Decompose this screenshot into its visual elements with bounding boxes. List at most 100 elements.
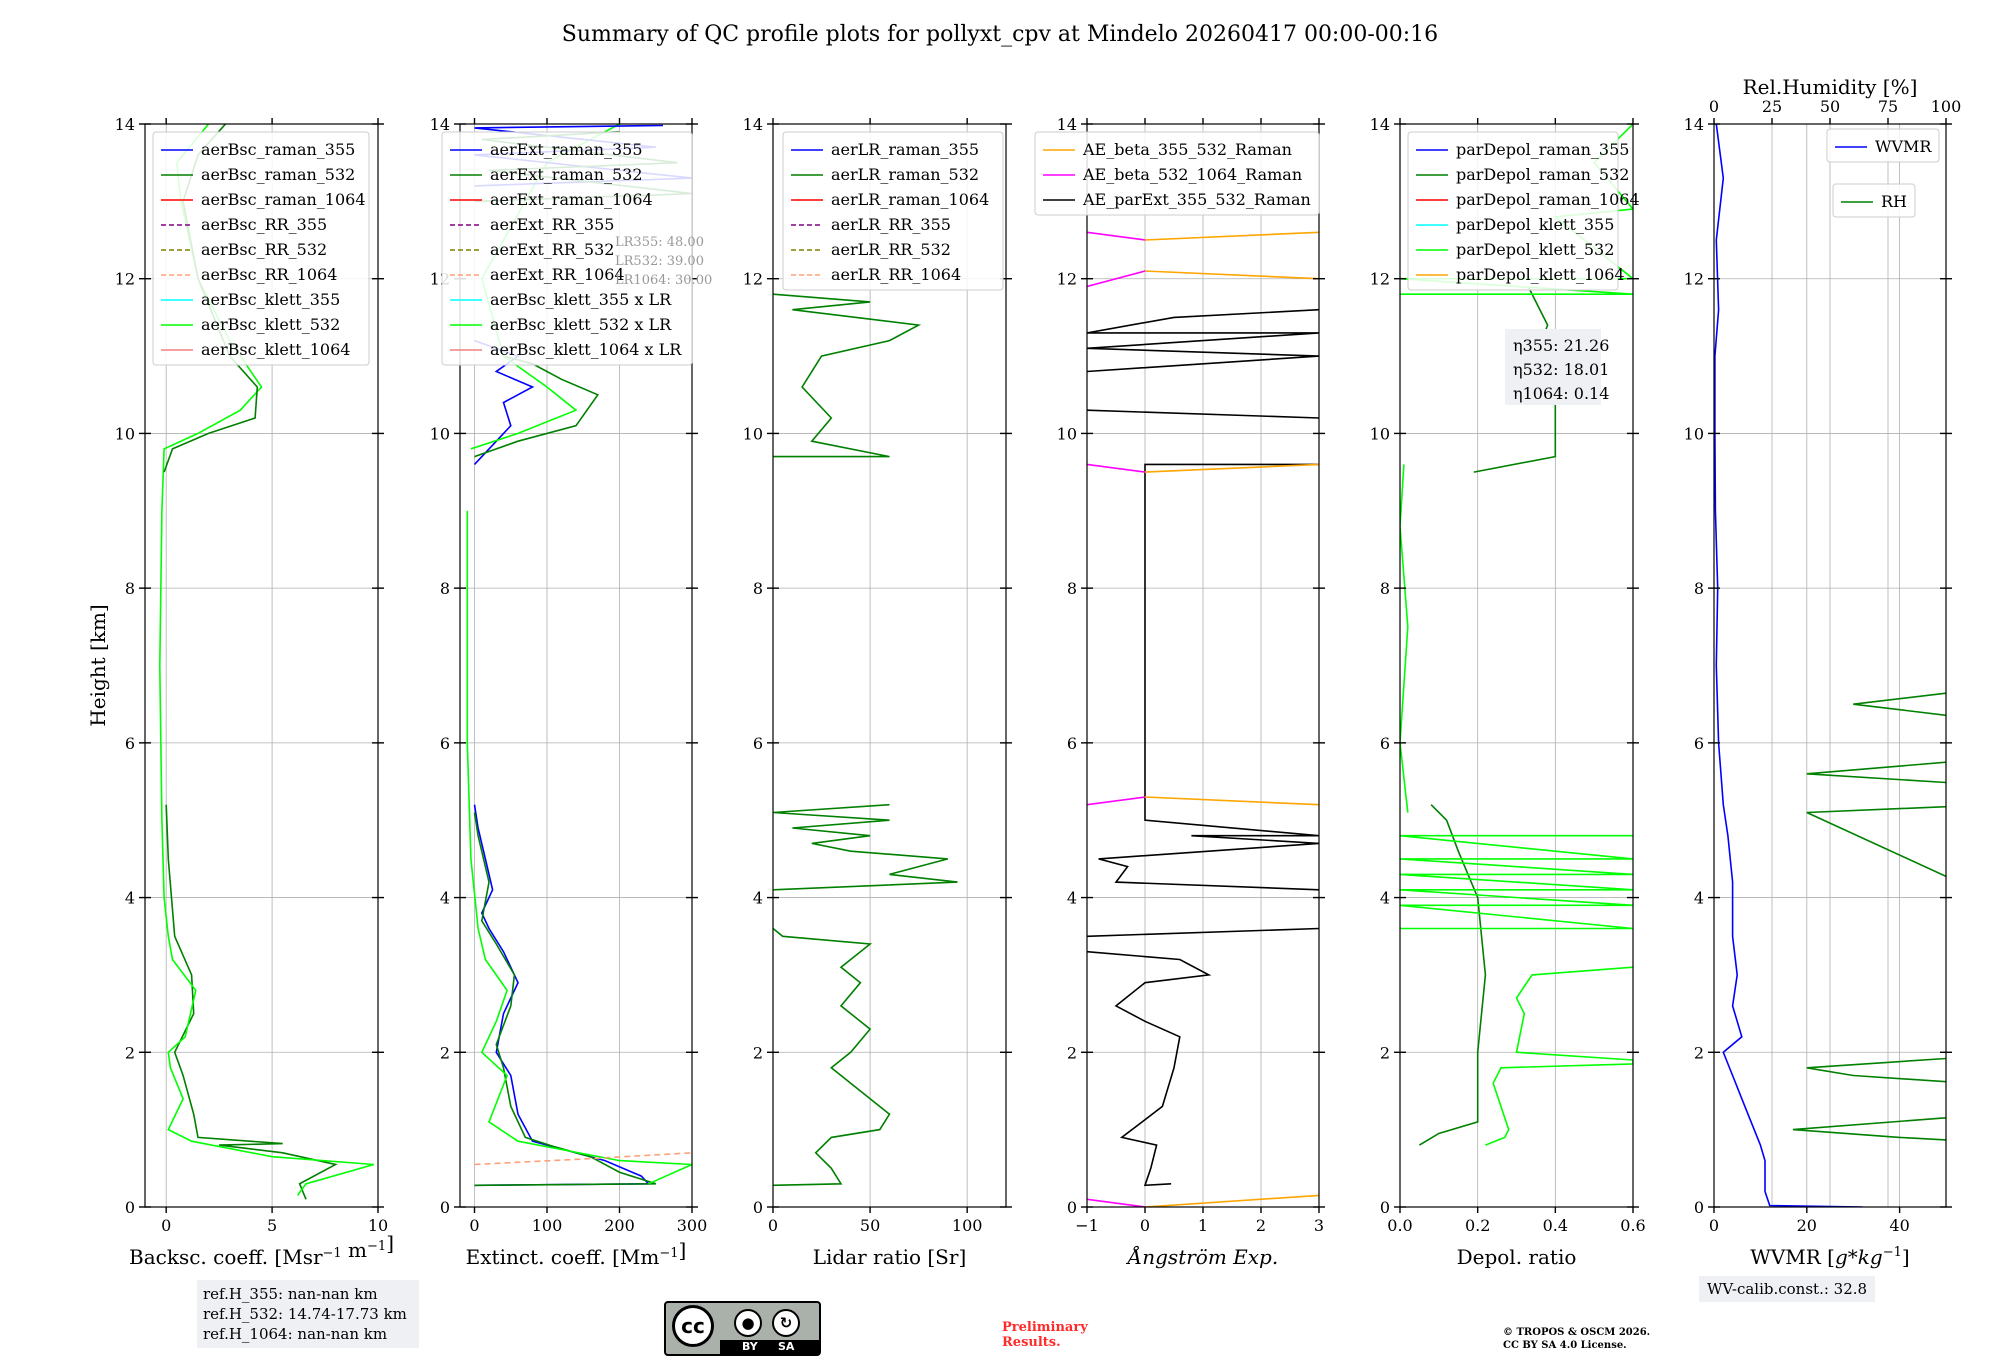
x-tick-label: 0 xyxy=(161,1216,171,1235)
x-tick-label: 0 xyxy=(1709,1216,1719,1235)
panel-depol: 0 2 4 6 8 10 12 14 0.0 0.2 0.4 0.6 Depol. ratio parDe… xyxy=(1370,115,1646,1269)
y-tick-label: 2 xyxy=(753,1043,763,1062)
cc-license-badge: cc ● ↻ BY SA xyxy=(664,1301,821,1356)
y-tick-label: 10 xyxy=(115,424,135,443)
series-group xyxy=(1714,124,1946,1207)
legend-label: AE_beta_532_1064_Raman xyxy=(1082,165,1302,184)
x-tick-label: 0.2 xyxy=(1465,1216,1490,1235)
axes-frame xyxy=(772,123,1007,1208)
y-tick-label: 6 xyxy=(440,734,450,753)
series-parDepol_raman_532 xyxy=(1418,804,1487,1146)
x-tick-label: 1 xyxy=(1198,1216,1208,1235)
series-AE_beta_355_532_Raman_d xyxy=(1144,270,1319,280)
y-tick-label: 0 xyxy=(1067,1198,1077,1217)
x2-tick-label: 100 xyxy=(1931,97,1962,116)
y-tick-label: 0 xyxy=(1380,1198,1390,1217)
x-tick-label: 2 xyxy=(1256,1216,1266,1235)
x-axis-label: WVMR [g*kg−1] xyxy=(1750,1245,1909,1269)
legend-wvmr_rh: WVMR xyxy=(1826,128,1940,163)
series-WVMR xyxy=(1714,124,1863,1207)
x-axis-label: Lidar ratio [Sr] xyxy=(813,1245,967,1269)
series-AE_parExt_355_532_Raman_d xyxy=(1087,409,1319,419)
y-tick-label: 4 xyxy=(125,889,135,908)
series-aerLR_raman_532_upper xyxy=(773,293,922,458)
y-tick-label: 8 xyxy=(125,579,135,598)
axes-frame xyxy=(459,123,693,1208)
wv-calib-box: WV-calib.const.: 32.8 xyxy=(1699,1276,1876,1302)
y-axis-label: Height [km] xyxy=(86,604,110,726)
x-tick-label: 0 xyxy=(1140,1216,1150,1235)
y-tick-label: 12 xyxy=(1684,270,1704,289)
series-aerExt_raman_532 xyxy=(473,812,657,1187)
series-AE_beta_355_532_Raman xyxy=(1144,1194,1319,1207)
x2-tick-label: 75 xyxy=(1878,97,1898,116)
cc-badge-strip: BY SA xyxy=(720,1340,819,1354)
x-axis-label: Depol. ratio xyxy=(1457,1245,1577,1269)
x-tick-label: 0.0 xyxy=(1387,1216,1412,1235)
legend-label: AE_parExt_355_532_Raman xyxy=(1082,190,1311,209)
x-tick-label: 3 xyxy=(1314,1216,1324,1235)
x-tick-label: 0 xyxy=(469,1216,479,1235)
legend-label: parDepol_klett_532 xyxy=(1456,240,1614,259)
legend-frame xyxy=(1034,131,1320,216)
y-tick-label: 4 xyxy=(1694,889,1704,908)
series-group xyxy=(773,293,958,1187)
series-aerLR_raman_532_mid xyxy=(773,803,958,891)
series-parDepol_klett_532_low xyxy=(1400,464,1409,813)
y-tick-label: 6 xyxy=(1067,734,1077,753)
legend-label: aerLR_raman_1064 xyxy=(831,190,989,209)
legend-label: aerLR_raman_355 xyxy=(831,140,979,159)
x-tick-label: 0.6 xyxy=(1620,1216,1645,1235)
y-tick-label: 10 xyxy=(430,424,450,443)
legend-label: parDepol_raman_1064 xyxy=(1456,190,1640,209)
y-tick-label: 4 xyxy=(440,889,450,908)
legend-depol: parDepol_raman_355 parDepol_raman_532 parD… xyxy=(1407,131,1640,291)
legend-angstrom: AE_beta_355_532_Raman AE_beta_532_1064_Ra… xyxy=(1034,131,1320,216)
legend-label: aerExt_raman_532 xyxy=(490,165,643,184)
legend-label: aerLR_RR_1064 xyxy=(831,265,961,284)
series-parDepol_klett_532_lines xyxy=(1400,834,1633,930)
y-tick-label: 8 xyxy=(1694,579,1704,598)
legend-label: aerBsc_raman_532 xyxy=(201,165,355,184)
figure-title: Summary of QC profile plots for pollyxt_… xyxy=(561,22,1439,47)
x-tick-label: 40 xyxy=(1889,1216,1909,1235)
eta-label: η1064: 0.14 xyxy=(1513,384,1609,403)
ref-height-355: ref.H_355: nan-nan km xyxy=(203,1285,378,1303)
legend-frame xyxy=(152,131,370,366)
copyright-note: © TROPOS & OSCM 2026. CC BY SA 4.0 Licen… xyxy=(1503,1327,1651,1351)
series-aerBsc_raman_532 xyxy=(165,804,338,1200)
legend-label: aerBsc_RR_355 xyxy=(201,215,327,234)
y-tick-label: 10 xyxy=(1370,424,1390,443)
legend-label: WVMR xyxy=(1875,137,1932,156)
x-tick-label: 10 xyxy=(368,1216,388,1235)
y-tick-label: 4 xyxy=(1380,889,1390,908)
by-person-icon: ● xyxy=(734,1309,762,1337)
legend-label: parDepol_raman_532 xyxy=(1456,165,1629,184)
lr-annotation: LR532: 39.00 xyxy=(615,254,704,269)
sa-share-icon: ↻ xyxy=(772,1309,800,1337)
legend2-wvmr_rh: RH xyxy=(1832,183,1916,218)
x2-tick-label: 50 xyxy=(1820,97,1840,116)
x-tick-label: −1 xyxy=(1075,1216,1099,1235)
legend-label: AE_beta_355_532_Raman xyxy=(1082,140,1292,159)
cc-by-text: BY xyxy=(742,1340,758,1353)
lr-annotation: LR1064: 30.00 xyxy=(615,273,712,288)
legend-label: RH xyxy=(1881,192,1907,211)
y-tick-label: 12 xyxy=(115,270,135,289)
x-axis-label: Backsc. coeff. [Msr−1 m−1] xyxy=(129,1231,394,1269)
y-tick-label: 4 xyxy=(1067,889,1077,908)
y-tick-label: 2 xyxy=(1380,1043,1390,1062)
y-tick-label: 14 xyxy=(1684,115,1704,134)
y-tick-label: 14 xyxy=(743,115,763,134)
legend-label: aerLR_RR_532 xyxy=(831,240,951,259)
y-tick-label: 8 xyxy=(1380,579,1390,598)
y-tick-label: 2 xyxy=(1694,1043,1704,1062)
y-tick-label: 8 xyxy=(440,579,450,598)
y-tick-label: 6 xyxy=(125,734,135,753)
legend-label: aerExt_raman_355 xyxy=(490,140,643,159)
legend-label: aerExt_raman_1064 xyxy=(490,190,653,209)
legend-label: aerExt_RR_355 xyxy=(490,215,614,234)
x-tick-label: 20 xyxy=(1797,1216,1817,1235)
